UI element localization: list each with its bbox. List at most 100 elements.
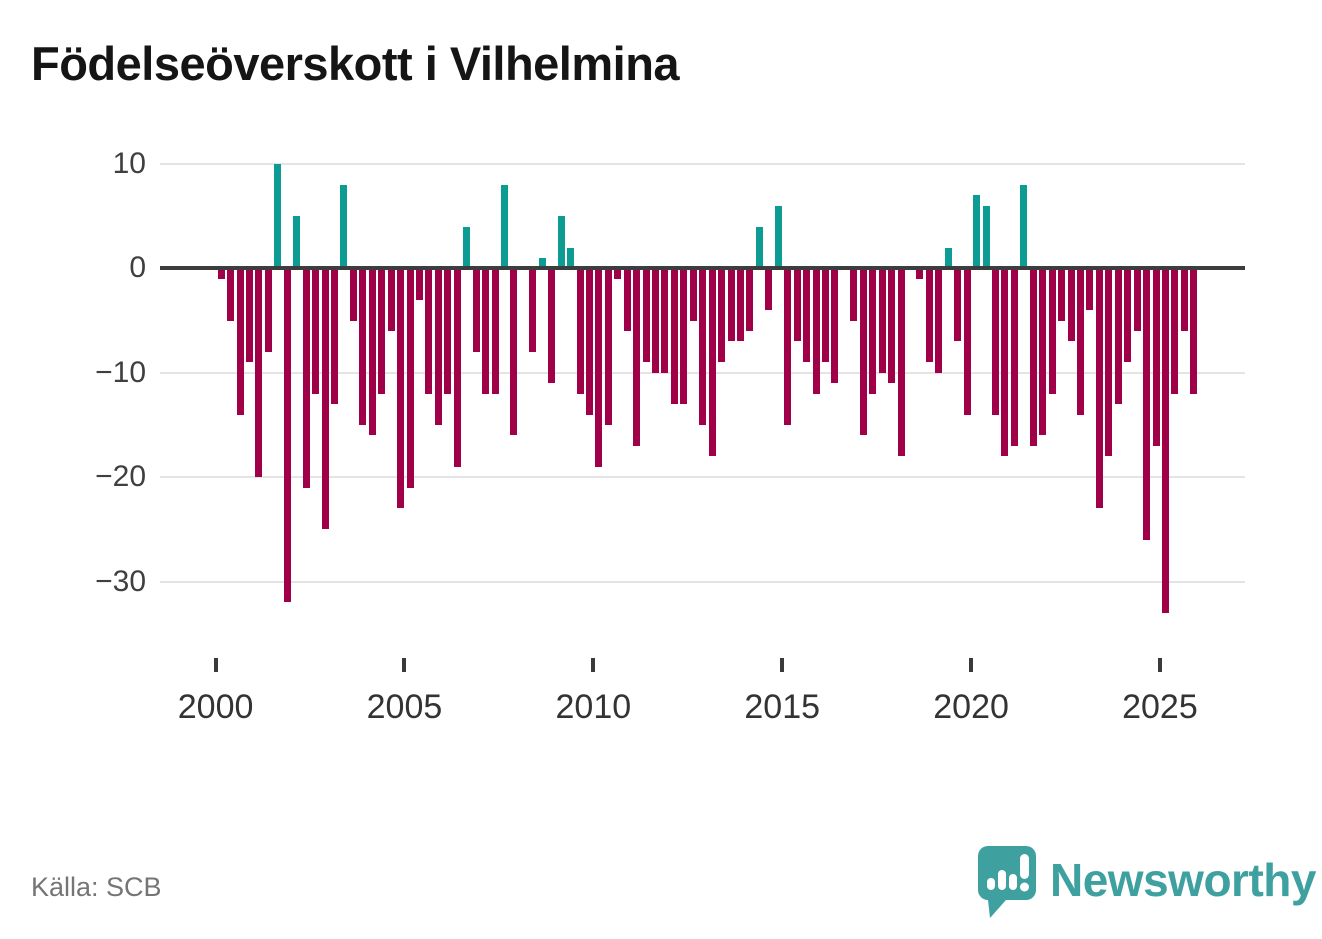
bar-2010-Q4 bbox=[623, 268, 631, 331]
bar-2020-Q3 bbox=[992, 268, 999, 415]
zero-axis-line bbox=[160, 266, 1245, 271]
bar-2000-Q4 bbox=[245, 268, 253, 363]
bar-2016-Q2 bbox=[831, 268, 839, 384]
bar-2017-Q4 bbox=[888, 268, 896, 384]
bar-2007-Q3 bbox=[500, 184, 508, 269]
bar-2021-Q3 bbox=[1029, 268, 1037, 446]
bar-2013-Q1 bbox=[708, 268, 716, 457]
bar-2017-Q1 bbox=[859, 268, 867, 436]
bar-2003-Q1 bbox=[330, 268, 338, 405]
gridline bbox=[160, 476, 1245, 479]
bar-2000-Q1 bbox=[217, 268, 225, 279]
bar-2003-Q3 bbox=[349, 268, 357, 321]
x-axis-tick bbox=[402, 658, 407, 672]
bar-2016-Q1 bbox=[822, 268, 829, 363]
bar-2012-Q1 bbox=[670, 268, 678, 405]
bar-2001-Q3 bbox=[274, 164, 282, 269]
bar-2020-Q1 bbox=[973, 195, 981, 269]
y-axis-tick-label: 10 bbox=[112, 147, 146, 180]
bar-2019-Q2 bbox=[944, 247, 952, 269]
y-axis-tick-label: −10 bbox=[95, 355, 146, 389]
bar-2015-Q4 bbox=[812, 268, 820, 394]
bar-2014-Q2 bbox=[755, 226, 763, 269]
x-axis-tick-label: 2025 bbox=[1122, 688, 1198, 726]
bar-2024-Q3 bbox=[1143, 268, 1151, 540]
bar-2023-Q2 bbox=[1095, 268, 1103, 509]
bar-2021-Q2 bbox=[1020, 184, 1028, 269]
bar-2009-Q1 bbox=[557, 216, 565, 269]
y-axis-tick-label: −30 bbox=[95, 564, 146, 598]
bar-2014-Q1 bbox=[746, 268, 754, 331]
bar-2004-Q2 bbox=[378, 268, 386, 394]
bar-2013-Q3 bbox=[727, 268, 735, 342]
bar-2000-Q2 bbox=[227, 268, 234, 321]
bar-2023-Q3 bbox=[1105, 268, 1113, 457]
bar-2025-Q1 bbox=[1162, 268, 1169, 613]
bar-2009-Q2 bbox=[567, 247, 574, 269]
x-axis-tick-label: 2015 bbox=[744, 688, 821, 726]
bar-2022-Q4 bbox=[1077, 268, 1084, 415]
bar-2019-Q4 bbox=[963, 268, 971, 415]
brand-wordmark: Newsworthy bbox=[1050, 854, 1316, 906]
bar-2020-Q2 bbox=[982, 205, 990, 269]
bar-2022-Q1 bbox=[1048, 268, 1056, 394]
x-axis-tick bbox=[969, 658, 974, 672]
source-note: Källa: SCB bbox=[31, 872, 162, 902]
bar-2007-Q4 bbox=[510, 268, 518, 436]
bar-2010-Q2 bbox=[604, 268, 612, 425]
bar-2021-Q4 bbox=[1039, 268, 1047, 436]
bar-2024-Q2 bbox=[1133, 268, 1141, 331]
bar-2017-Q2 bbox=[869, 268, 877, 394]
bar-2008-Q4 bbox=[548, 268, 556, 384]
bar-2000-Q3 bbox=[236, 268, 244, 415]
x-axis-tick-label: 2000 bbox=[177, 688, 254, 726]
bar-2006-Q1 bbox=[444, 268, 452, 394]
bar-2013-Q2 bbox=[718, 268, 726, 363]
bar-2008-Q3 bbox=[538, 258, 546, 269]
bar-2006-Q3 bbox=[463, 226, 471, 269]
bar-2002-Q3 bbox=[312, 268, 319, 394]
bar-2021-Q1 bbox=[1010, 268, 1018, 446]
x-axis-tick bbox=[1157, 658, 1162, 672]
bar-2015-Q2 bbox=[793, 268, 801, 342]
bar-2025-Q4 bbox=[1190, 268, 1198, 394]
gridline bbox=[160, 163, 1245, 165]
bar-2019-Q1 bbox=[935, 268, 943, 373]
bar-2025-Q3 bbox=[1180, 268, 1188, 331]
bar-2019-Q3 bbox=[954, 268, 962, 342]
gridline bbox=[160, 580, 1245, 583]
bar-2007-Q2 bbox=[491, 268, 499, 394]
x-axis-tick bbox=[591, 658, 596, 672]
bar-2002-Q4 bbox=[321, 268, 329, 530]
bar-2023-Q1 bbox=[1086, 268, 1094, 311]
y-axis-tick-label: 0 bbox=[129, 251, 146, 285]
bar-2014-Q3 bbox=[765, 268, 773, 311]
bar-2011-Q1 bbox=[633, 268, 641, 446]
bar-2015-Q1 bbox=[784, 268, 792, 425]
bar-2002-Q1 bbox=[293, 216, 301, 269]
x-axis-tick bbox=[213, 658, 218, 672]
bar-2010-Q1 bbox=[595, 268, 603, 467]
newsworthy-logo: Newsworthy bbox=[976, 844, 1316, 924]
bar-2004-Q4 bbox=[397, 268, 404, 509]
bar-2005-Q2 bbox=[415, 268, 423, 300]
bar-2014-Q4 bbox=[774, 205, 782, 269]
bar-2005-Q1 bbox=[406, 268, 414, 488]
bar-2011-Q3 bbox=[652, 268, 659, 373]
bar-2003-Q2 bbox=[340, 184, 348, 269]
bar-2001-Q2 bbox=[264, 268, 272, 352]
bar-2018-Q3 bbox=[916, 268, 924, 279]
bar-2007-Q1 bbox=[482, 268, 489, 394]
bar-2020-Q4 bbox=[1001, 268, 1009, 457]
x-axis-tick-label: 2005 bbox=[366, 688, 443, 726]
bar-2003-Q4 bbox=[359, 268, 367, 425]
bar-2001-Q1 bbox=[255, 268, 263, 478]
bar-2004-Q3 bbox=[387, 268, 395, 331]
bar-2008-Q2 bbox=[529, 268, 537, 352]
bar-2012-Q4 bbox=[699, 268, 707, 425]
bar-2013-Q4 bbox=[737, 268, 744, 342]
bar-2015-Q3 bbox=[803, 268, 811, 363]
x-axis-tick bbox=[780, 658, 785, 672]
x-axis-tick-label: 2010 bbox=[555, 688, 632, 726]
